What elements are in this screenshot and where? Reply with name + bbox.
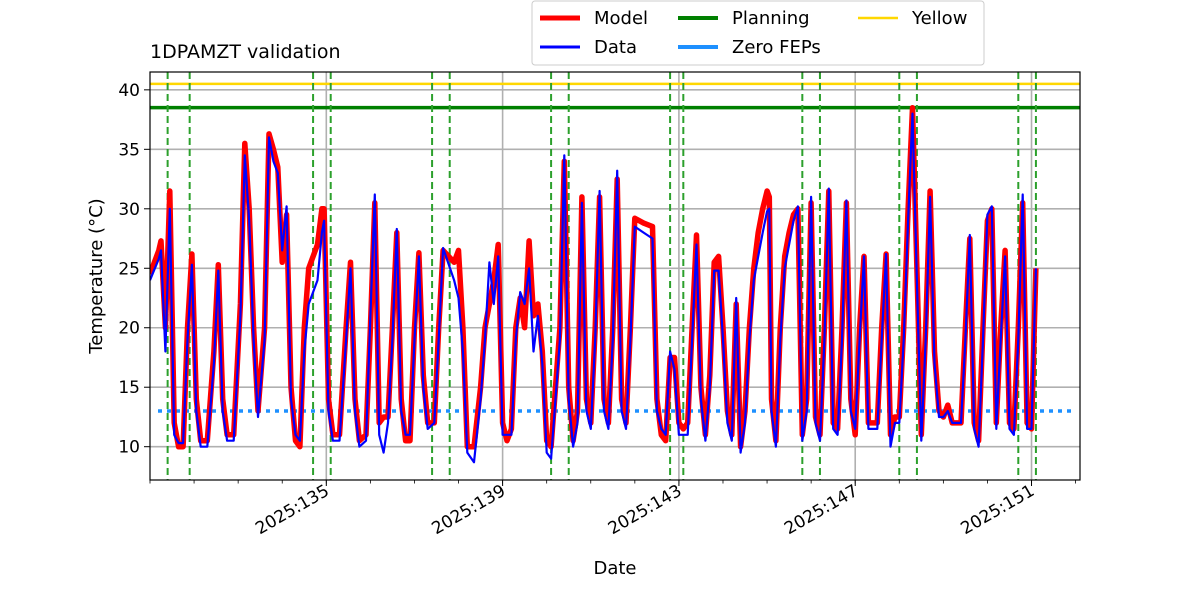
y-tick-label: 15 [118, 378, 140, 398]
legend-label: Model [594, 8, 648, 29]
x-axis-label: Date [593, 558, 636, 579]
legend-label: Zero FEPs [732, 37, 821, 58]
y-tick-label: 25 [118, 259, 140, 279]
x-tick-label: 2025:151 [957, 481, 1038, 539]
y-tick-label: 35 [118, 140, 140, 160]
x-tick-label: 2025:143 [605, 481, 686, 539]
legend: Model Data Planning Zero FEPs Yellow [531, 0, 985, 66]
legend-label: Yellow [911, 8, 967, 29]
series-line-data [150, 112, 1037, 464]
y-tick-label: 30 [118, 200, 140, 220]
x-tick-label: 2025:135 [252, 481, 333, 539]
y-tick-label: 40 [118, 81, 140, 101]
y-axis-label: Temperature (°C) [86, 198, 107, 354]
y-tick-label: 10 [118, 438, 140, 458]
x-tick-label: 2025:139 [429, 481, 510, 539]
x-tick-label: 2025:147 [781, 481, 862, 539]
x-axis: 2025:135 2025:139 2025:143 2025:147 2025:151 [149, 480, 1076, 539]
plot-area [150, 72, 1080, 480]
plot-frame [149, 71, 1081, 481]
legend-label: Planning [732, 8, 810, 29]
chart-title: 1DPAMZT validation [150, 41, 341, 63]
y-axis: 10 15 20 25 30 35 40 [118, 81, 150, 458]
y-tick-label: 20 [118, 319, 140, 339]
legend-label: Data [594, 37, 637, 58]
